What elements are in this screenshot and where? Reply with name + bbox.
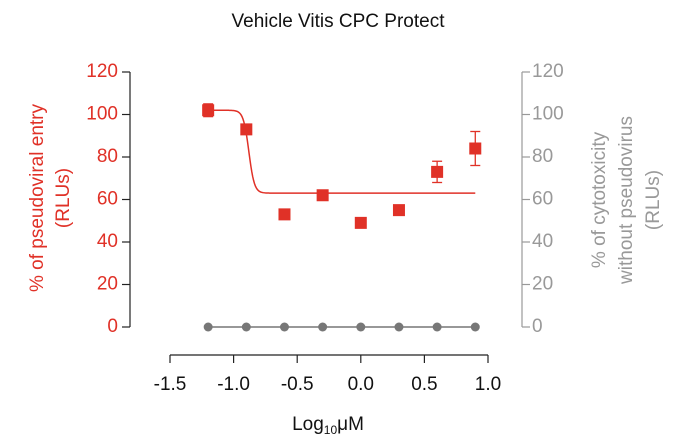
y-axis-label: % of pseudoviral entry xyxy=(27,104,48,292)
y2-tick-label: 40 xyxy=(532,231,553,252)
point xyxy=(278,208,291,221)
x-tick-label: 0.5 xyxy=(411,374,437,395)
y-tick-label: 0 xyxy=(107,316,118,337)
y2-axis-label: without pseudovirus xyxy=(616,116,637,285)
y2-tick-label: 0 xyxy=(532,316,543,337)
x-axis-label-part: Log xyxy=(292,414,324,435)
y-tick-label: 20 xyxy=(97,274,118,295)
point xyxy=(279,322,289,332)
point xyxy=(392,204,405,217)
y-tick-label: 100 xyxy=(86,104,118,125)
y2-tick-label: 20 xyxy=(532,274,553,295)
point xyxy=(318,322,328,332)
y-tick-label: 80 xyxy=(97,146,118,167)
point xyxy=(431,165,444,178)
point xyxy=(394,322,404,332)
fit-curve xyxy=(208,109,476,194)
chart-title: Vehicle Vitis CPC Protect xyxy=(232,11,446,32)
x-tick-label: -1.0 xyxy=(217,374,250,395)
point xyxy=(470,322,480,332)
x-tick-label: 1.0 xyxy=(475,374,501,395)
point xyxy=(432,322,442,332)
point xyxy=(241,322,251,332)
x-axis-label-part: μM xyxy=(337,414,364,435)
y2-tick-label: 60 xyxy=(532,189,553,210)
x-axis-label: Log10μM xyxy=(292,414,364,437)
x-tick-label: -0.5 xyxy=(281,374,314,395)
x-axis-label-sub: 10 xyxy=(324,423,338,437)
y-axis-label: (RLUs) xyxy=(53,168,74,228)
point xyxy=(354,216,367,229)
y-tick-label: 120 xyxy=(86,61,118,82)
y2-tick-label: 100 xyxy=(532,104,564,125)
point xyxy=(240,123,253,136)
y2-axis-label: (RLUs) xyxy=(643,170,664,230)
y2-tick-label: 80 xyxy=(532,146,553,167)
y2-axis-label: % of cytotoxicity xyxy=(589,131,610,268)
y-tick-label: 60 xyxy=(97,189,118,210)
point xyxy=(316,189,329,202)
x-tick-label: -1.5 xyxy=(154,374,187,395)
point xyxy=(203,322,213,332)
x-tick-label: 0.0 xyxy=(348,374,374,395)
point xyxy=(356,322,366,332)
point xyxy=(469,142,482,155)
y2-tick-label: 120 xyxy=(532,61,564,82)
y-tick-label: 40 xyxy=(97,231,118,252)
point xyxy=(202,104,215,117)
